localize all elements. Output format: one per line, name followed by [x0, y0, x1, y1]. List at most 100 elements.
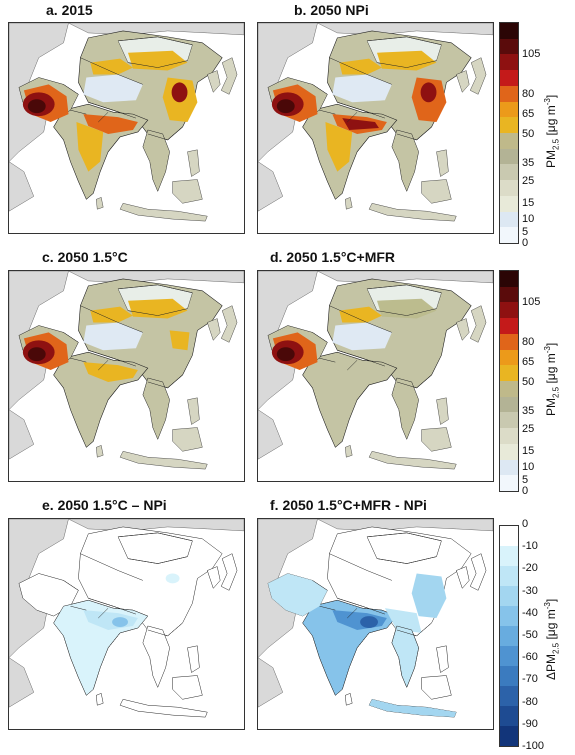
map-panel-b: [257, 22, 494, 234]
colorbar-tick-label: 10: [522, 212, 535, 225]
colorbar-cell: [500, 349, 518, 366]
outside-domain-land: [9, 161, 35, 212]
colorbar-cell: [500, 180, 518, 197]
outside-domain-land: [68, 519, 244, 532]
colorbar-cell: [500, 148, 518, 165]
region-indonesia: [368, 451, 457, 470]
region-southeast-asia: [391, 377, 419, 441]
region-korea: [207, 566, 221, 589]
region-philippines: [187, 397, 200, 425]
region-srilanka: [95, 692, 104, 706]
colorbar-cell: [500, 475, 518, 491]
colorbar-tick-label: 25: [522, 174, 535, 187]
region-tibet: [332, 322, 392, 351]
region-borneo: [172, 179, 203, 204]
region-korea: [456, 318, 470, 341]
colorbar-cell: [500, 526, 518, 547]
colorbar-cell: [500, 626, 518, 647]
country-border: [70, 305, 183, 400]
hotspot-taklimakan: [339, 306, 382, 323]
map-svg: [9, 271, 244, 481]
colorbar-cell: [500, 133, 518, 150]
colorbar-tick-label: 0: [522, 485, 529, 497]
region-srilanka: [96, 197, 104, 210]
colorbar-tick-label: -60: [522, 651, 538, 664]
colorbar-tick-label: 25: [522, 422, 535, 435]
map-panel-e: [8, 518, 245, 730]
colorbar-tick-label: -90: [522, 717, 538, 730]
country-border: [319, 57, 432, 152]
hotspot-north-china: [171, 82, 188, 103]
colorbar-tick-label: 50: [522, 128, 535, 141]
region-japan: [220, 553, 238, 591]
panel-title-f: f. 2050 1.5°C+MFR - NPi: [270, 497, 427, 513]
region-borneo: [421, 427, 452, 452]
country-border: [319, 553, 432, 648]
hotspot-indo-gangetic: [83, 362, 138, 382]
outside-domain-land: [9, 409, 35, 460]
panel-title-b: b. 2050 NPi: [294, 2, 369, 18]
colorbar-conc-bottom: [499, 270, 519, 492]
panel-title-c: c. 2050 1.5°C: [42, 249, 128, 265]
region-srilanka: [345, 445, 353, 458]
colorbar-cell: [500, 101, 518, 118]
colorbar-cell: [500, 271, 518, 288]
region-japan: [220, 305, 238, 343]
hotspot-gobi: [127, 50, 188, 71]
hotspot-taklimakan: [90, 58, 133, 75]
hotspot-max: [276, 99, 295, 114]
colorbar-tick-label: 105: [522, 296, 541, 309]
country-border: [98, 60, 188, 123]
map-svg: [258, 271, 493, 481]
colorbar-tick-label: -10: [522, 540, 538, 553]
hotspot-ganges-core: [342, 118, 379, 130]
colorbar-cell: [500, 38, 518, 55]
outside-domain-land: [317, 23, 493, 36]
map-svg: [9, 519, 244, 729]
panel-title-a: a. 2015: [46, 2, 93, 18]
colorbar-tick-label: 65: [522, 356, 535, 369]
colorbar-cell: [500, 428, 518, 445]
hotspot-central-india: [76, 122, 104, 172]
change-north-china: [165, 573, 180, 584]
outside-domain-land: [258, 161, 284, 212]
region-indonesia: [119, 203, 208, 222]
region-japan: [469, 57, 487, 95]
colorbar-conc-top: [499, 22, 519, 244]
outside-domain-land: [258, 409, 284, 460]
region-tibet: [332, 74, 392, 103]
colorbar-conc-top-label: PM2.5 [μg m-3]: [543, 94, 561, 168]
outside-domain-land: [68, 271, 244, 284]
change-east-china: [411, 573, 447, 619]
region-borneo: [172, 427, 203, 452]
colorbar-tick-label: -50: [522, 629, 538, 641]
colorbar-cell: [500, 606, 518, 627]
hotspot-gobi: [127, 298, 188, 319]
colorbar-conc-bottom-label: PM2.5 [μg m-3]: [543, 342, 561, 416]
change-bangladesh: [360, 616, 378, 628]
country-border: [319, 305, 432, 400]
map-panel-c: [8, 270, 245, 482]
colorbar-cell: [500, 443, 518, 461]
country-border: [312, 36, 442, 141]
country-border: [312, 532, 442, 637]
map-svg: [258, 519, 493, 729]
region-korea: [207, 70, 221, 93]
panel-title-e: e. 2050 1.5°C – NPi: [42, 497, 167, 513]
region-tibet: [83, 322, 143, 351]
region-southeast-asia: [391, 129, 419, 193]
colorbar-cell: [500, 286, 518, 303]
outside-domain-land: [317, 519, 493, 532]
colorbar-tick-label: 105: [522, 48, 541, 61]
colorbar-cell: [500, 646, 518, 667]
region-indonesia: [119, 698, 208, 718]
colorbar-cell: [500, 227, 518, 243]
colorbar-cell: [500, 302, 518, 319]
colorbar-cell: [500, 706, 518, 727]
colorbar-cell: [500, 546, 518, 567]
colorbar-tick-label: 5: [522, 225, 529, 238]
outside-domain-land: [317, 271, 493, 284]
outside-domain-land: [68, 23, 244, 36]
hotspot-indo-gangetic: [83, 114, 138, 134]
hotspot-max: [27, 347, 46, 362]
